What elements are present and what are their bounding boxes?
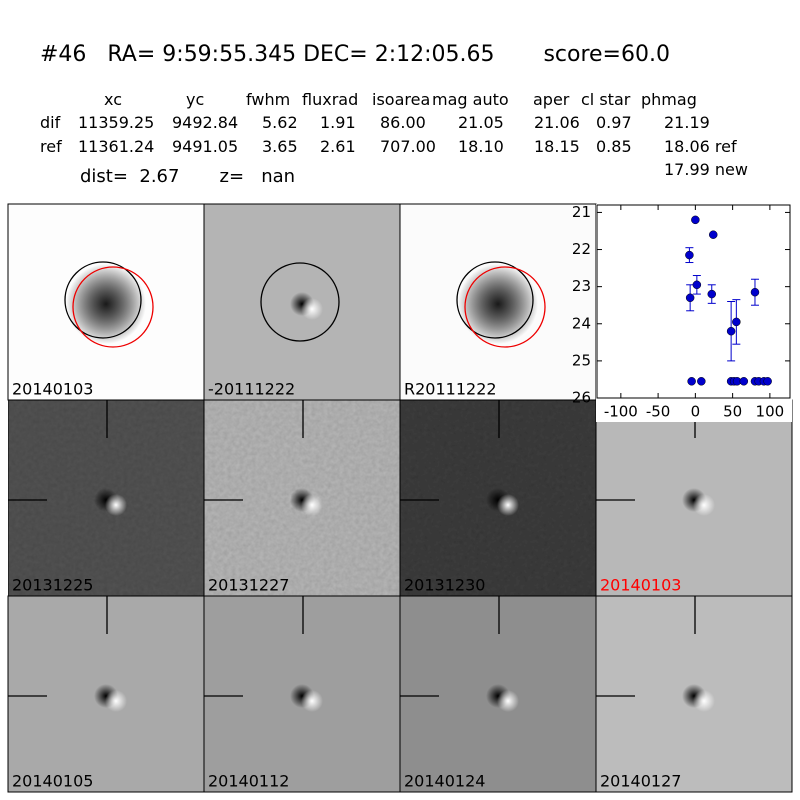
panel-label: 20140112 [208, 772, 289, 791]
panel-label: 20140103 [12, 380, 93, 399]
dist-line: dist= 2.67 z= nan [80, 166, 296, 187]
image-panel: R20111222 [399, 203, 597, 401]
x-tick-label: 0 [691, 403, 701, 421]
y-tick-label: 22 [572, 240, 591, 258]
marker-circle [72, 266, 154, 348]
data-point [692, 280, 702, 290]
table-cell: 707.00 [380, 137, 436, 156]
title: #46 RA= 9:59:55.345 DEC= 2:12:05.65 scor… [40, 42, 670, 67]
table-cell: 21.06 [534, 113, 580, 132]
image-panel: -20111222 [203, 203, 401, 401]
table-cell: 11359.25 [78, 113, 155, 132]
data-point [726, 326, 736, 336]
panel-label: 20140127 [600, 772, 681, 791]
data-point [739, 377, 749, 386]
column-header: fluxrad [302, 90, 359, 109]
data-point [687, 377, 696, 386]
image-panel: 20140127 [595, 595, 793, 793]
x-tick-label: 50 [723, 403, 742, 421]
x-tick-label: -50 [646, 403, 671, 421]
data-point [707, 289, 717, 299]
table-cell: 9491.05 [172, 137, 239, 156]
image-panel: 20140103 [595, 399, 793, 597]
dipole-light [105, 690, 127, 712]
table-cell: 21.19 [664, 113, 710, 132]
data-point [708, 230, 718, 239]
column-header: aper [533, 90, 570, 109]
panel-label: -20111222 [208, 380, 295, 399]
dipole-light [301, 690, 323, 712]
column-header: fwhm [246, 90, 291, 109]
x-label-bg [596, 400, 792, 422]
data-point [685, 250, 694, 260]
table-cell: 1.91 [320, 113, 356, 132]
dipole-light [301, 494, 323, 516]
data-point [691, 215, 700, 225]
dipole-light [693, 690, 715, 712]
table-cell: 0.85 [596, 137, 632, 156]
data-point [685, 293, 695, 303]
x-tick-label: -100 [604, 403, 638, 421]
image-panel: 20131225 [7, 399, 205, 597]
dipole-light [497, 494, 519, 516]
panel-label: 20140103 [600, 576, 681, 595]
table-cell: 11361.24 [78, 137, 155, 156]
extra-note: 17.99 new [664, 160, 748, 179]
column-header: isoarea [372, 90, 431, 109]
table-cell: 9492.84 [172, 113, 239, 132]
row-name: ref [40, 137, 62, 156]
y-tick-label: 23 [572, 277, 591, 295]
table-cell: 5.62 [262, 113, 298, 132]
table-cell: 0.97 [596, 113, 632, 132]
source-blob [66, 264, 146, 344]
table-cell: 18.15 [534, 137, 580, 156]
dipole-light [693, 494, 715, 516]
panel-label: 20131225 [12, 576, 93, 595]
y-tick-label: 26 [572, 389, 591, 407]
panel-label: 20140105 [12, 772, 93, 791]
data-point [732, 317, 741, 327]
panel-label: 20140124 [404, 772, 485, 791]
table-cell: 86.00 [380, 113, 426, 132]
column-header: mag auto [432, 90, 509, 109]
panel-label: R20111222 [404, 380, 497, 399]
y-tick-label: 24 [572, 314, 591, 332]
y-tick-label: 25 [572, 351, 591, 369]
image-panel: 20131227 [203, 399, 401, 597]
marker-circle [64, 261, 142, 339]
marker-circle [464, 266, 546, 348]
table-cell: 2.61 [320, 137, 356, 156]
panel-label: 20131230 [404, 576, 485, 595]
table-cell: 18.10 [458, 137, 504, 156]
dipole-light [497, 690, 519, 712]
image-panel: 20140124 [399, 595, 597, 793]
column-header: phmag [641, 90, 697, 109]
y-tick-label: 21 [572, 203, 591, 221]
marker-circle [260, 262, 340, 342]
marker-circle [456, 261, 534, 339]
image-panel: 20131230 [399, 399, 597, 597]
plot-frame [596, 204, 791, 399]
table-cell: 3.65 [262, 137, 298, 156]
data-point [697, 377, 706, 386]
image-panel: 20140112 [203, 595, 401, 793]
dipole-light [301, 298, 323, 320]
image-panel: 20140105 [7, 595, 205, 793]
table-cell: 18.06 ref [664, 137, 737, 156]
source-blob [458, 264, 538, 344]
x-tick-label: 100 [756, 403, 785, 421]
panel-label: 20131227 [208, 576, 289, 595]
image-panel: 20140103 [7, 203, 205, 401]
dipole-light [105, 494, 127, 516]
data-point [750, 287, 760, 297]
table-cell: 21.05 [458, 113, 504, 132]
column-header: cl star [581, 90, 631, 109]
column-header: yc [186, 90, 205, 109]
column-header: xc [104, 90, 122, 109]
plot-bg [596, 204, 792, 400]
data-point [763, 377, 772, 386]
row-name: dif [40, 113, 61, 132]
